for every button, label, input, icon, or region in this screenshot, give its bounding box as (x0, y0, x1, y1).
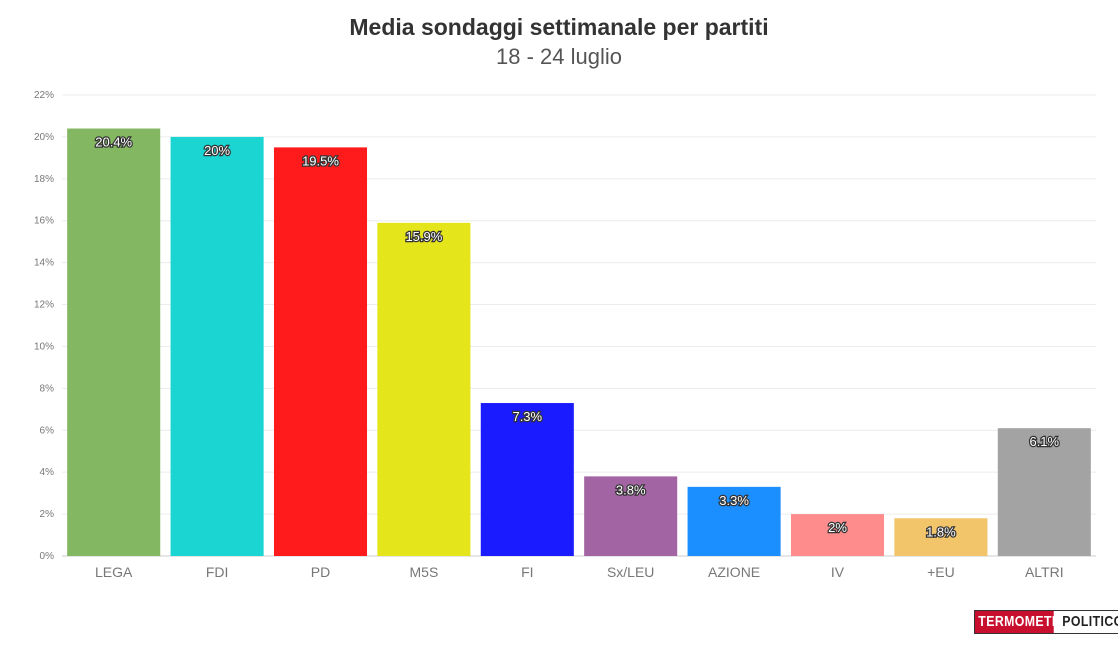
logo-right-text: POLITICO (1059, 611, 1118, 633)
y-tick-label: 22% (34, 90, 54, 101)
bar--eu (894, 518, 988, 556)
y-axis: 0% 2% 4% 6% 8% 10% 12% 14% 16% 18% 20% 22% (34, 90, 54, 562)
bars (67, 128, 1091, 557)
x-tick-label: LEGA (95, 564, 133, 580)
data-label: 20% (204, 143, 230, 158)
x-tick-label: IV (831, 564, 845, 580)
bar-fdi (170, 136, 264, 556)
value-labels: 20.4% 20% 19.5% 15.9% 7.3% 3.8% 3.3% 2% 1.8% 6.1% (94, 133, 1061, 540)
y-tick-label: 2% (40, 509, 55, 520)
x-tick-label: M5S (410, 564, 439, 580)
x-tick-label: +EU (927, 564, 955, 580)
bar-pd (273, 147, 368, 557)
chart-title: Media sondaggi settimanale per partiti (349, 14, 769, 40)
data-label: 20.4% (95, 135, 132, 150)
bar-altri (997, 428, 1091, 556)
x-tick-label: FDI (206, 564, 229, 580)
data-label: 19.5% (302, 153, 339, 168)
data-label: 15.9% (405, 229, 442, 244)
data-label: 6.1% (1029, 434, 1059, 449)
data-label: 3.3% (719, 493, 749, 508)
y-tick-label: 6% (40, 425, 55, 436)
termometro-politico-logo[interactable]: TERMOMETRO POLITICO (974, 610, 1118, 634)
y-tick-label: 14% (34, 258, 54, 269)
data-label: 7.3% (512, 409, 542, 424)
x-tick-label: Sx/LEU (607, 564, 654, 580)
y-tick-label: 10% (34, 341, 54, 352)
y-tick-label: 20% (34, 132, 54, 143)
x-tick-label: AZIONE (708, 564, 760, 580)
y-tick-label: 0% (40, 551, 55, 562)
x-tick-label: PD (311, 564, 330, 580)
data-label: 2% (828, 520, 847, 535)
x-tick-label: FI (521, 564, 533, 580)
bar-m5s (377, 222, 471, 556)
y-tick-label: 16% (34, 216, 54, 227)
bar-sx-leu (584, 476, 678, 556)
data-label: 1.8% (926, 524, 956, 539)
data-label: 3.8% (616, 482, 646, 497)
x-tick-label: ALTRI (1025, 564, 1064, 580)
x-axis: LEGA FDI PD M5S FI Sx/LEU AZIONE IV +EU ALTRI (95, 564, 1064, 580)
bar-fi (480, 403, 574, 556)
logo-left-text: TERMOMETRO (975, 611, 1071, 633)
chart-subtitle: 18 - 24 luglio (496, 44, 622, 69)
bar-iv (790, 514, 885, 556)
y-tick-label: 18% (34, 174, 54, 185)
y-tick-label: 4% (40, 467, 55, 478)
bar-lega (67, 128, 161, 556)
bar-azione (687, 486, 781, 556)
y-tick-label: 12% (34, 300, 54, 311)
y-tick-label: 8% (40, 383, 55, 394)
